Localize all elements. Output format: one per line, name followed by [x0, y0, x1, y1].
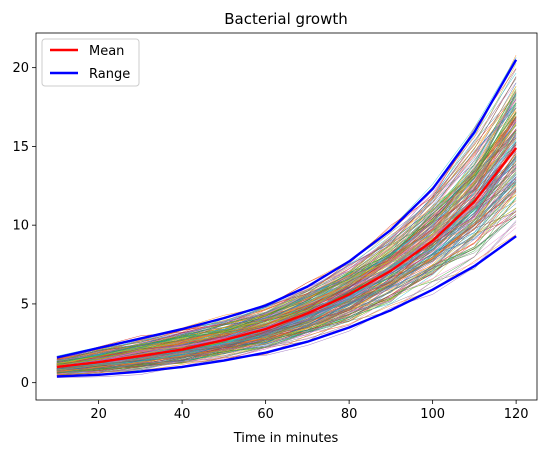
x-tick-label: 100 — [420, 407, 445, 422]
y-axis-ticks: 0 5 10 15 20 — [12, 61, 36, 391]
growth-run-line — [56, 181, 517, 369]
growth-run-line — [56, 213, 517, 376]
growth-run-line — [56, 112, 517, 362]
y-tick-label: 10 — [12, 219, 29, 234]
x-axis-title: Time in minutes — [233, 431, 339, 446]
y-tick-label: 15 — [12, 140, 29, 155]
growth-run-line — [56, 208, 517, 374]
background-runs — [56, 54, 517, 378]
growth-run-line — [56, 196, 517, 376]
growth-run-line — [56, 200, 517, 373]
growth-run-line — [56, 220, 517, 378]
growth-run-line — [56, 186, 517, 374]
x-tick-label: 40 — [174, 407, 191, 422]
y-tick-label: 5 — [21, 297, 29, 312]
growth-run-line — [56, 107, 517, 364]
y-tick-label: 0 — [21, 376, 29, 391]
growth-run-line — [56, 123, 517, 365]
legend-range-label: Range — [89, 67, 130, 82]
growth-run-line — [56, 180, 517, 372]
growth-run-line — [56, 147, 517, 367]
plot-area-frame — [35, 32, 538, 401]
range-upper-line — [56, 59, 518, 359]
legend-mean-label: Mean — [89, 44, 124, 59]
growth-run-line — [56, 132, 517, 365]
growth-run-line — [56, 90, 517, 362]
x-tick-label: 60 — [257, 407, 274, 422]
growth-run-line — [56, 221, 517, 378]
growth-run-line — [56, 68, 517, 360]
growth-run-line — [56, 92, 517, 363]
growth-run-line — [56, 60, 517, 360]
growth-run-line — [56, 112, 517, 364]
x-tick-label: 20 — [90, 407, 107, 422]
chart-title: Bacterial growth — [224, 10, 348, 28]
series-layer — [56, 59, 518, 378]
x-tick-label: 80 — [341, 407, 358, 422]
mean-line — [56, 147, 518, 369]
growth-run-line — [56, 185, 517, 372]
growth-run-line — [56, 207, 517, 377]
growth-run-line — [56, 108, 517, 364]
x-tick-label: 120 — [504, 407, 529, 422]
range-lower-line — [56, 235, 517, 378]
growth-run-line — [56, 89, 517, 362]
growth-run-line — [56, 85, 517, 364]
growth-run-line — [56, 209, 517, 373]
legend: Mean Range — [41, 38, 140, 87]
y-tick-label: 20 — [12, 61, 29, 76]
growth-run-line — [56, 124, 517, 366]
x-axis-ticks: 20 40 60 80 100 120 — [90, 400, 529, 422]
growth-run-line — [56, 90, 517, 359]
